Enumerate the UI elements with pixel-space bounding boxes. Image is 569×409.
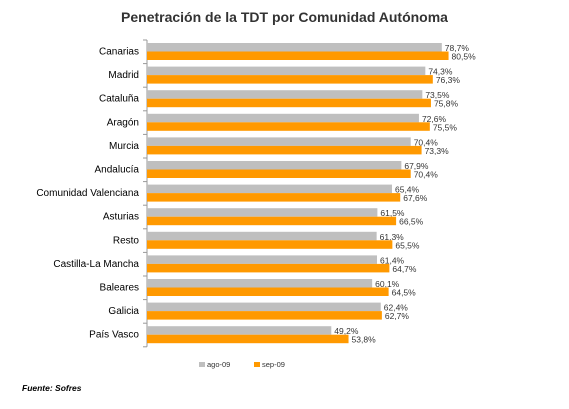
data-label: 78,7%	[445, 43, 470, 53]
bar-sep-09	[147, 240, 393, 249]
data-label: 61,5%	[380, 208, 405, 218]
bar-ago-09	[147, 66, 426, 76]
bar-ago-09	[147, 137, 411, 146]
data-label: 61,3%	[380, 232, 405, 242]
bar-ago-09	[147, 90, 423, 99]
data-label: 75,8%	[434, 99, 459, 109]
bar-sep-09	[147, 145, 422, 155]
category-label: Castilla-La Mancha	[53, 259, 139, 270]
legend-label: ago-09	[207, 360, 230, 369]
bar-ago-09	[147, 184, 392, 194]
bar-sep-09	[147, 216, 397, 226]
category-label: Canarias	[99, 47, 139, 58]
category-label: Aragón	[107, 117, 139, 128]
data-label: 61,4%	[380, 255, 405, 265]
bar-ago-09	[147, 255, 378, 264]
data-label: 73,3%	[425, 146, 450, 156]
legend-swatch	[199, 362, 205, 367]
data-label: 65,5%	[395, 240, 420, 250]
bar-sep-09	[147, 51, 449, 60]
bar-ago-09	[147, 208, 378, 217]
bar-ago-09	[147, 231, 377, 241]
category-label: Comunidad Valenciana	[36, 188, 139, 199]
data-label: 64,7%	[392, 264, 417, 274]
data-label: 67,9%	[404, 161, 429, 171]
data-label: 66,5%	[399, 217, 424, 227]
data-label: 72,6%	[422, 114, 447, 124]
data-label: 70,4%	[414, 170, 439, 180]
data-label: 65,4%	[395, 185, 420, 195]
category-label: Galicia	[108, 306, 139, 317]
category-label: Madrid	[108, 70, 139, 81]
bar-ago-09	[147, 302, 381, 312]
data-label: 75,5%	[433, 122, 458, 132]
bar-ago-09	[147, 113, 419, 123]
bar-sep-09	[147, 334, 349, 344]
bar-sep-09	[147, 98, 431, 108]
data-label: 76,3%	[436, 75, 461, 85]
data-label: 60,1%	[375, 279, 400, 289]
data-label: 64,5%	[392, 288, 417, 298]
bar-sep-09	[147, 287, 389, 296]
bar-sep-09	[147, 169, 411, 178]
data-label: 74,3%	[428, 67, 453, 77]
data-label: 49,2%	[334, 326, 359, 336]
category-label: Cataluña	[99, 94, 139, 105]
chart-title: Penetración de la TDT por Comunidad Autó…	[121, 9, 448, 25]
data-label: 70,4%	[414, 137, 439, 147]
data-label: 80,5%	[452, 52, 477, 62]
data-label: 67,6%	[403, 193, 428, 203]
bar-sep-09	[147, 311, 382, 320]
bar-sep-09	[147, 122, 430, 131]
data-label: 62,7%	[385, 311, 410, 321]
category-label: Murcia	[109, 141, 139, 152]
bar-sep-09	[147, 193, 401, 202]
category-label: Asturias	[103, 212, 139, 223]
data-label: 53,8%	[352, 335, 377, 345]
category-label: Resto	[113, 235, 140, 246]
bar-sep-09	[147, 263, 390, 273]
category-label: Baleares	[100, 283, 139, 294]
legend-label: sep-09	[262, 360, 285, 369]
data-label: 62,4%	[384, 303, 409, 313]
bar-ago-09	[147, 326, 332, 335]
legend-swatch	[254, 362, 260, 367]
data-label: 73,5%	[425, 90, 450, 100]
bar-ago-09	[147, 43, 442, 52]
bar-ago-09	[147, 279, 373, 288]
source-note: Fuente: Sofres	[22, 383, 82, 393]
category-label: País Vasco	[89, 330, 139, 341]
bar-sep-09	[147, 75, 433, 84]
category-label: Andalucía	[95, 165, 140, 176]
bar-ago-09	[147, 161, 402, 170]
